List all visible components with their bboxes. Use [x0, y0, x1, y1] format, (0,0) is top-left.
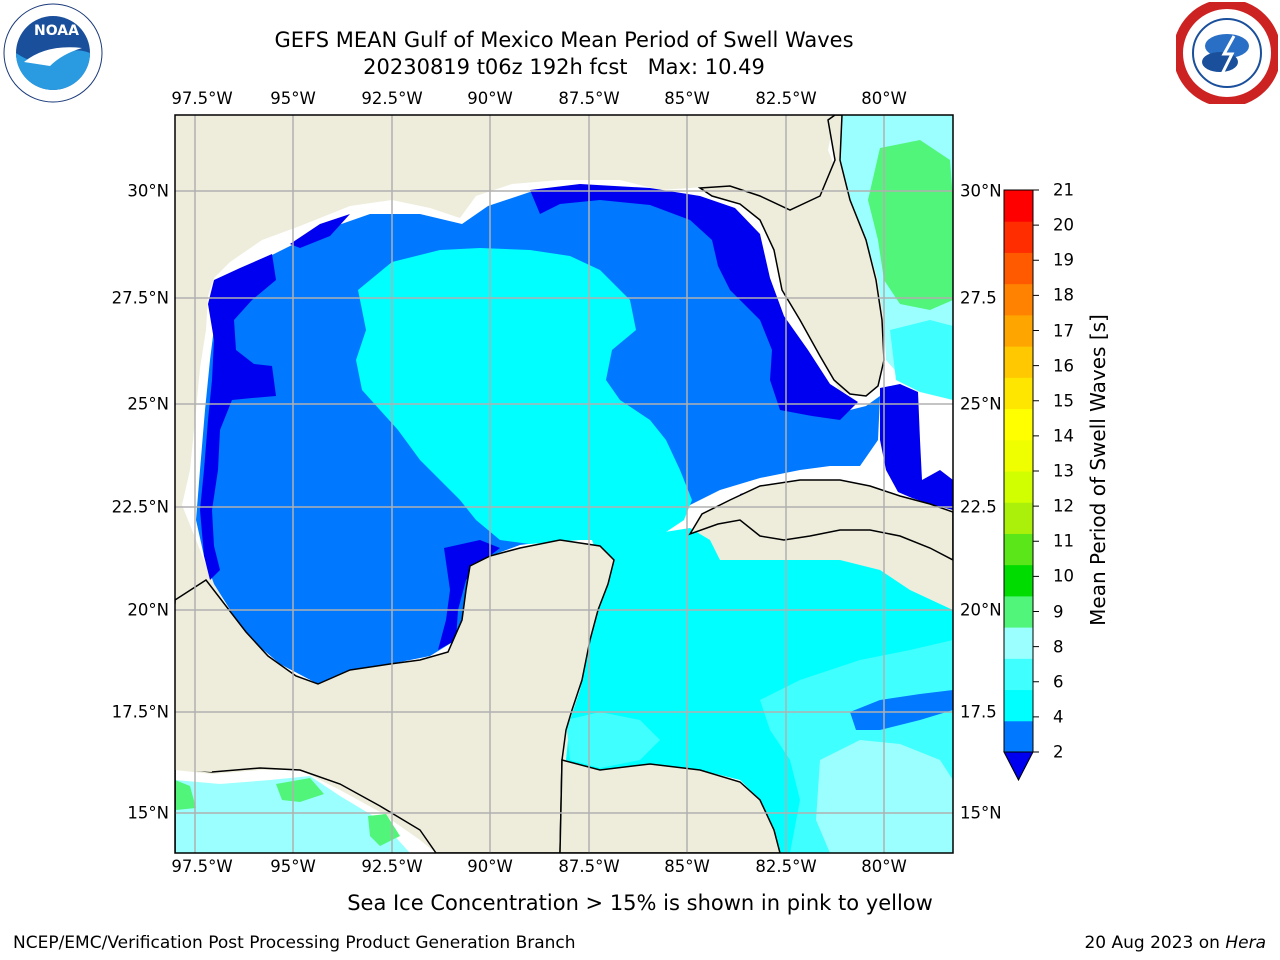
colorbar-bin: [1004, 190, 1033, 222]
nws-logo-icon: [1176, 2, 1278, 104]
lat-label-right: 25°N: [960, 394, 1002, 414]
swell-under-2s-north: [290, 214, 350, 248]
colorbar-bin: [1004, 408, 1033, 441]
swell-under-2s-fl-straits: [880, 384, 953, 510]
lon-label-bottom: 90°W: [467, 857, 513, 876]
colorbar-bin: [1004, 658, 1033, 691]
colorbar-bin: [1004, 252, 1033, 285]
noaa-logo-icon: [3, 3, 103, 103]
colorbar-bin: [1004, 346, 1033, 378]
colorbar-tick-label: 21: [1053, 180, 1074, 200]
map-frame: [174, 114, 954, 854]
colorbar-bin: [1004, 283, 1033, 316]
lat-label-right: 15°N: [960, 803, 1002, 823]
lon-label-top: 97.5°W: [171, 89, 233, 108]
colorbar-tick-label: 19: [1053, 250, 1074, 270]
colorbar-tick-label: 10: [1053, 566, 1074, 586]
lat-label-right: 27.5: [960, 288, 997, 308]
yucatan-land: [175, 539, 615, 853]
lat-label-right: 20°N: [960, 600, 1002, 620]
cuba-land: [688, 479, 953, 561]
colorbar: [1003, 189, 1039, 782]
colorbar-bin: [1004, 439, 1033, 472]
lon-label-top: 85°W: [664, 89, 710, 108]
yucatan-coast-left: [175, 600, 212, 772]
lon-label-top: 95°W: [270, 89, 316, 108]
lon-label-bottom: 92.5°W: [361, 857, 423, 876]
colorbar-bin: [1004, 689, 1033, 722]
colorbar-bin: [1004, 471, 1033, 503]
colorbar-tick-label: 18: [1053, 285, 1074, 305]
lon-label-bottom: 82.5°W: [755, 857, 817, 876]
colorbar-tick-label: 20: [1053, 215, 1074, 235]
swell-9-10s-pacific: [175, 778, 400, 846]
swell-under-2s-west: [200, 254, 276, 580]
colorbar-tick-label: 12: [1053, 496, 1074, 516]
colorbar-bin: [1004, 564, 1033, 597]
lat-label-left: 30°N: [127, 181, 169, 201]
colorbar-title: Mean Period of Swell Waves [s]: [1086, 314, 1110, 626]
lon-label-top: 82.5°W: [755, 89, 817, 108]
colorbar-tick-label: 14: [1053, 426, 1074, 446]
swell-6-8s-atlantic: [890, 320, 953, 400]
swell-4-6s-gulf: [356, 248, 692, 544]
title-line-1: GEFS MEAN Gulf of Mexico Mean Period of …: [274, 28, 854, 52]
swell-9-10s-atlantic: [868, 140, 953, 310]
footer-branch: NCEP/EMC/Verification Post Processing Pr…: [13, 933, 576, 953]
colorbar-tick-label: 11: [1053, 531, 1074, 551]
colorbar-tick-label: 8: [1053, 637, 1064, 657]
colorbar-bin: [1004, 314, 1033, 347]
colorbar-bin: [1004, 595, 1033, 628]
title-line-2: 20230819 t06z 192h fcst Max: 10.49: [363, 55, 765, 79]
colorbar-bin: [1004, 627, 1033, 659]
lon-label-bottom: 85°W: [664, 857, 710, 876]
lon-label-top: 80°W: [861, 89, 907, 108]
lon-label-bottom: 97.5°W: [171, 857, 233, 876]
colorbar-tick-label: 13: [1053, 461, 1074, 481]
colorbar-tick-label: 6: [1053, 672, 1064, 692]
colorbar-tick-label: 4: [1053, 707, 1064, 727]
lat-label-left: 20°N: [127, 600, 169, 620]
lat-label-right: 17.5: [960, 702, 997, 722]
colorbar-bin: [1004, 221, 1033, 253]
lon-label-bottom: 95°W: [270, 857, 316, 876]
lon-label-top: 87.5°W: [558, 89, 620, 108]
lat-label-left: 25°N: [127, 394, 169, 414]
lon-label-top: 92.5°W: [361, 89, 423, 108]
colorbar-tick-label: 9: [1053, 602, 1064, 621]
footer-date: 20 Aug 2023 on Hera: [1084, 933, 1266, 953]
colorbar-bin: [1004, 533, 1033, 566]
lat-label-left: 22.5°N: [111, 497, 169, 517]
central-america-land: [559, 759, 781, 853]
graticule: [175, 115, 953, 853]
swell-under-2s-south: [438, 540, 500, 650]
colorbar-bin: [1004, 502, 1033, 534]
colorbar-tick-label: 16: [1053, 356, 1074, 376]
lon-label-bottom: 80°W: [861, 857, 907, 876]
lon-label-top: 90°W: [467, 89, 513, 108]
noaa-logo-text: NOAA: [34, 23, 79, 39]
swell-2-4s-caribbean-band: [850, 690, 953, 730]
lon-label-bottom: 87.5°W: [558, 857, 620, 876]
lat-label-right: 30°N: [960, 181, 1002, 201]
colorbar-bin: [1004, 720, 1033, 753]
colorbar-tick-label: 2: [1053, 742, 1064, 762]
colorbar-tick-label: 15: [1053, 391, 1074, 411]
sea-ice-note: Sea Ice Concentration > 15% is shown in …: [347, 891, 933, 915]
swell-under-2s-east: [530, 184, 858, 420]
colorbar-tick-label: 17: [1053, 321, 1074, 340]
florida-land: [697, 115, 885, 397]
lat-label-right: 22.5: [960, 497, 997, 517]
lat-label-left: 27.5°N: [111, 288, 169, 308]
lat-label-left: 15°N: [127, 803, 169, 823]
lat-label-left: 17.5°N: [111, 702, 169, 722]
colorbar-bin: [1004, 377, 1033, 410]
colorbar-under-arrow: [1003, 751, 1034, 782]
